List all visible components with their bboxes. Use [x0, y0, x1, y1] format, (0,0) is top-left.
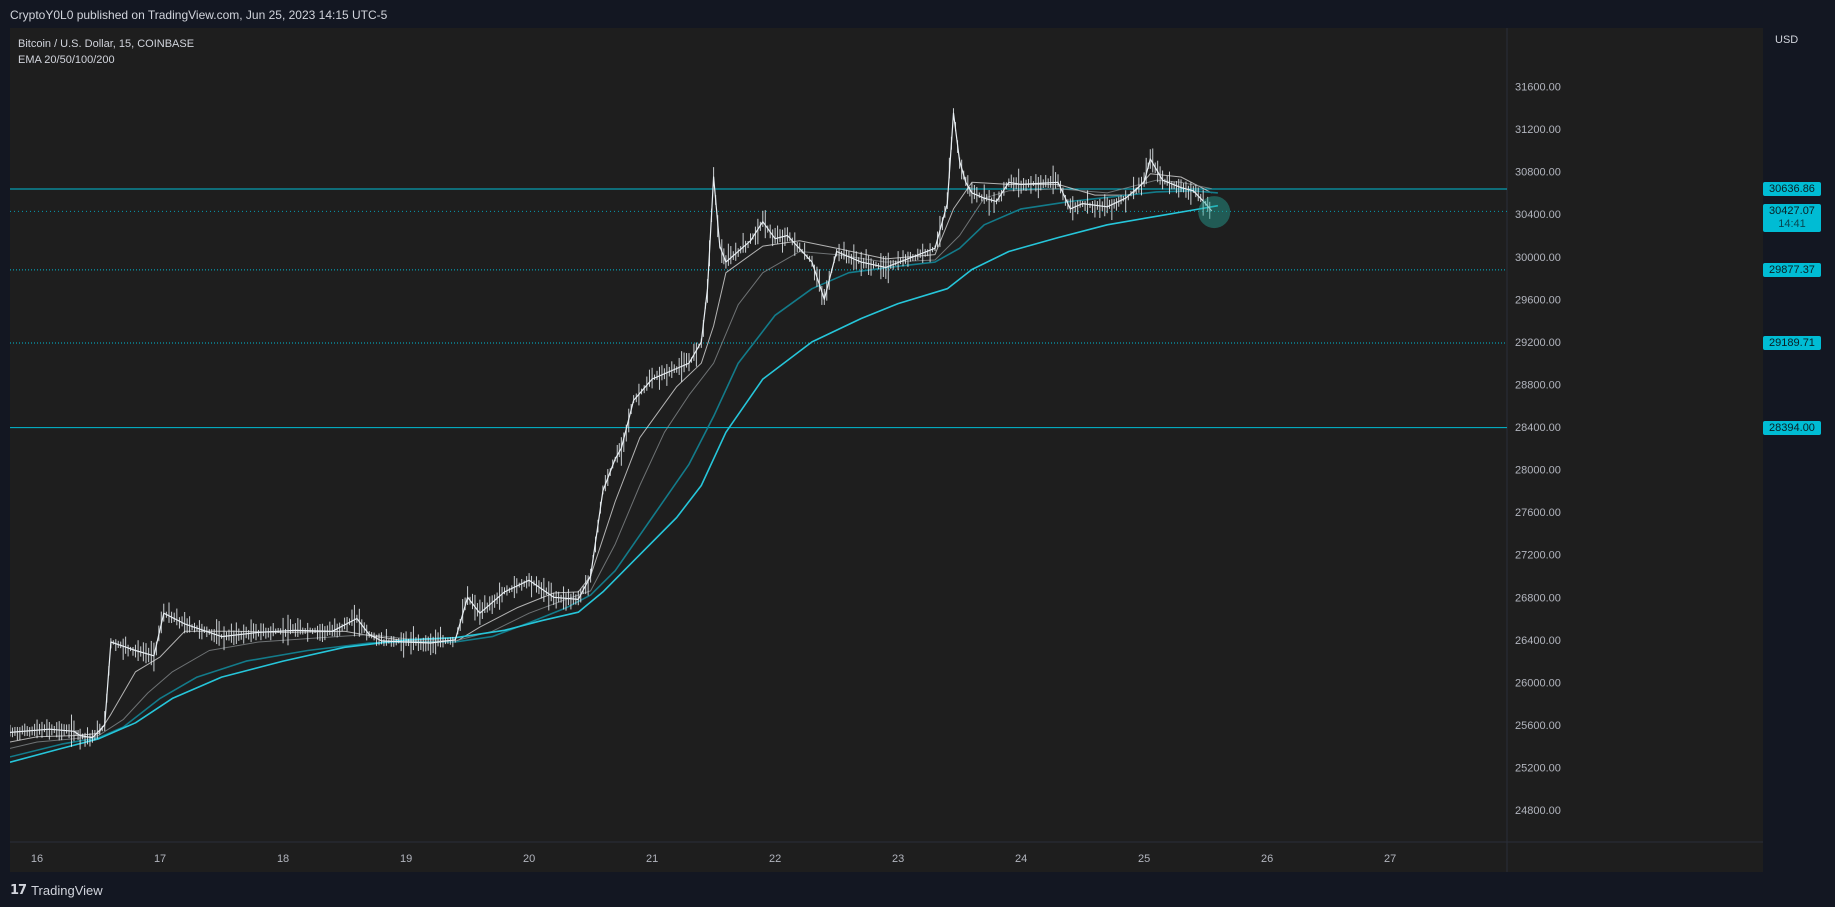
y-tick-label: 26400.00: [1515, 635, 1561, 647]
y-tick-label: 30400.00: [1515, 209, 1561, 221]
x-tick-label: 23: [892, 853, 904, 865]
price-chart[interactable]: 31600.00 31200.00 30800.00 30400.00 30000.00…: [10, 28, 1763, 872]
price-line: [10, 112, 1213, 739]
x-tick-label: 25: [1138, 853, 1150, 865]
y-tick-label: 27200.00: [1515, 550, 1561, 562]
symbol-title[interactable]: Bitcoin / U.S. Dollar, 15, COINBASE: [18, 38, 195, 50]
y-tick-label: 25600.00: [1515, 720, 1561, 732]
chart-legend: Bitcoin / U.S. Dollar, 15, COINBASE EMA …: [18, 36, 194, 68]
y-tick-label: 28800.00: [1515, 379, 1561, 391]
y-tick-label: 25200.00: [1515, 763, 1561, 775]
indicator-label[interactable]: EMA 20/50/100/200: [18, 54, 115, 66]
y-tick-label: 24800.00: [1515, 805, 1561, 817]
y-tick-label: 29600.00: [1515, 294, 1561, 306]
x-tick-label: 24: [1015, 853, 1027, 865]
x-tick-label: 20: [523, 853, 535, 865]
x-tick-label: 18: [277, 853, 289, 865]
ema100-line: [10, 190, 1218, 758]
y-tick-label: 28000.00: [1515, 465, 1561, 477]
last-price-value: 30427.07: [1769, 205, 1815, 218]
x-tick-label: 22: [769, 853, 781, 865]
top-bar: CryptoY0L0 published on TradingView.com,…: [0, 0, 1835, 28]
x-tick-label: 21: [646, 853, 658, 865]
y-tick-label: 29200.00: [1515, 337, 1561, 349]
ema50-line: [10, 179, 1212, 749]
highlight-circle: [1198, 196, 1231, 229]
ema20-line: [10, 173, 1213, 743]
tradingview-logo[interactable]: 17 TradingView: [10, 883, 103, 898]
y-tick-label: 30000.00: [1515, 252, 1561, 264]
x-tick-label: 27: [1384, 853, 1396, 865]
x-tick-label: 17: [154, 853, 166, 865]
chart-area[interactable]: 31600.00 31200.00 30800.00 30400.00 30000.00…: [10, 28, 1763, 872]
y-tick-label: 27600.00: [1515, 507, 1561, 519]
y-tick-label: 26000.00: [1515, 677, 1561, 689]
tradingview-logo-icon: 17: [10, 883, 27, 898]
currency-label: USD: [1775, 34, 1799, 46]
y-tick-label: 31600.00: [1515, 82, 1561, 94]
price-level-tag[interactable]: 28394.00: [1763, 420, 1821, 435]
x-tick-label: 19: [400, 853, 412, 865]
y-tick-label: 26800.00: [1515, 592, 1561, 604]
publisher-info: CryptoY0L0 published on TradingView.com,…: [10, 8, 388, 22]
price-level-tag[interactable]: 30636.86: [1763, 182, 1821, 196]
y-tick-label: 30800.00: [1515, 167, 1561, 179]
price-level-tag[interactable]: 29189.71: [1763, 335, 1821, 350]
last-price-tag[interactable]: 30427.07 14:41: [1763, 204, 1821, 233]
x-tick-label: 16: [31, 853, 43, 865]
price-level-tag[interactable]: 29877.37: [1763, 262, 1821, 277]
candles-group: [10, 108, 1211, 750]
bottom-bar: [0, 872, 1835, 907]
y-tick-label: 28400.00: [1515, 422, 1561, 434]
y-tick-label: 31200.00: [1515, 124, 1561, 136]
bar-countdown: 14:41: [1778, 218, 1806, 231]
ema200-line: [10, 204, 1219, 763]
x-tick-label: 26: [1261, 853, 1273, 865]
tradingview-brand: TradingView: [31, 883, 103, 898]
